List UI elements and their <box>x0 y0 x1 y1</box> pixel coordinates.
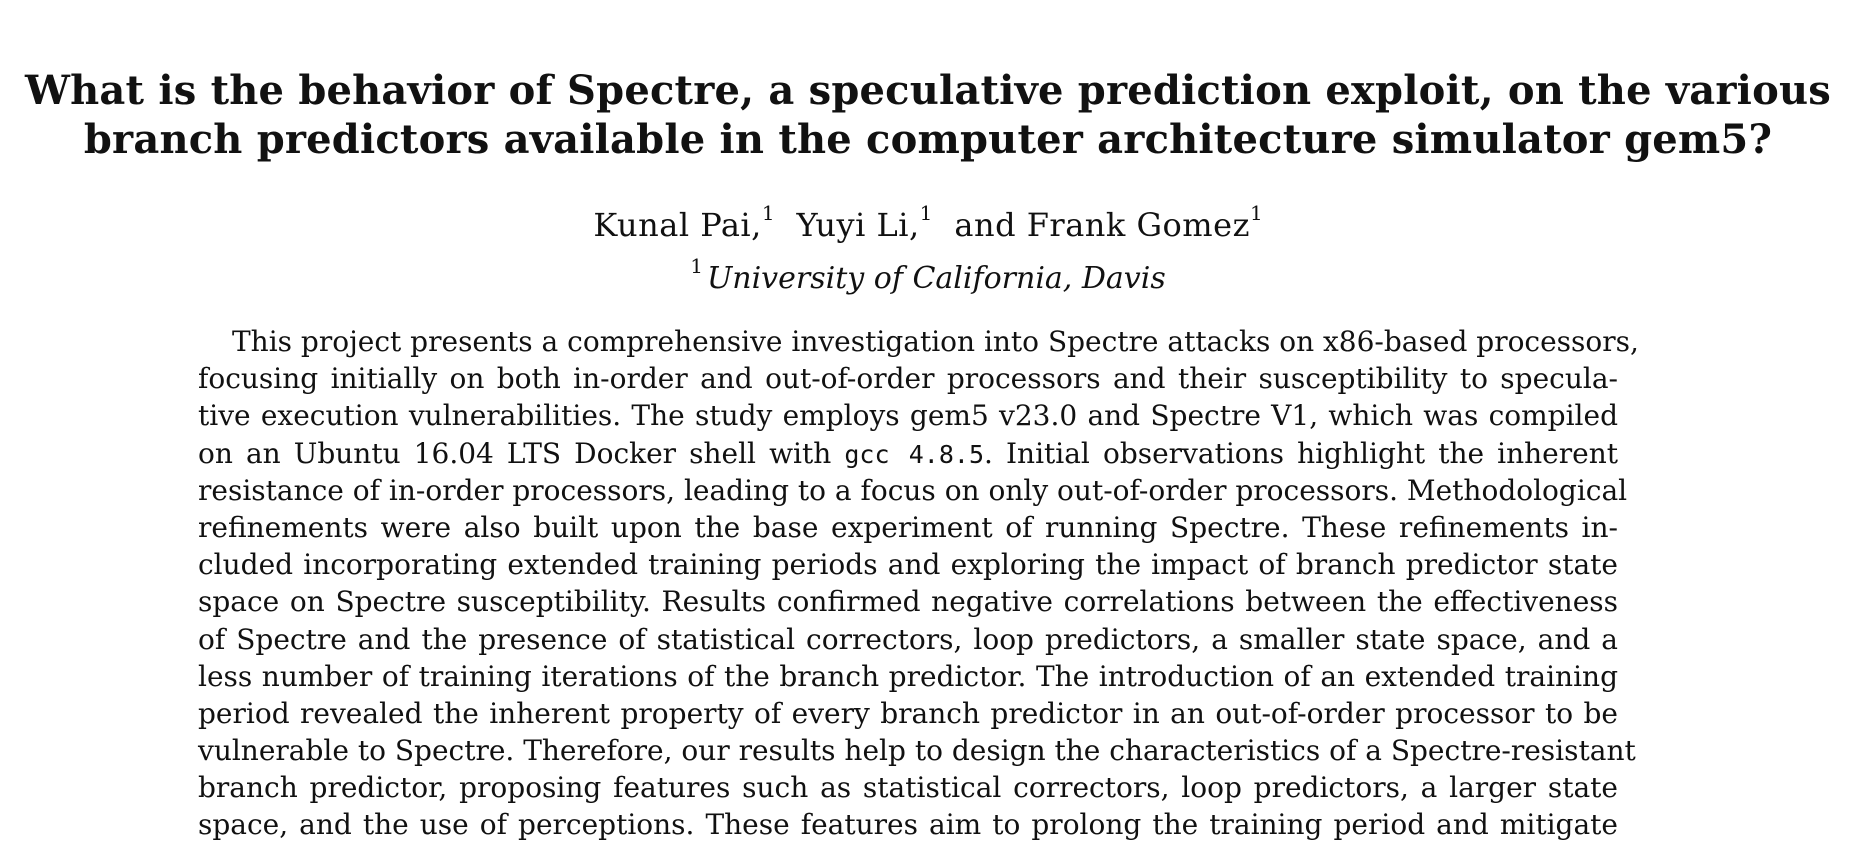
affiliation-name: University of California, Davis <box>706 261 1166 296</box>
affiliation-marker: 1 <box>761 201 775 226</box>
abstract-line-text: on an Ubuntu 16.04 LTS Docker shell with <box>198 436 832 470</box>
affiliation-marker: 1 <box>919 201 933 226</box>
abstract: This project presents a comprehensive in… <box>198 323 1639 844</box>
abstract-line: resistance of in-order processors, leadi… <box>198 473 1628 507</box>
author-name: Yuyi Li, <box>796 206 920 244</box>
abstract-line: less number of training iterations of th… <box>198 659 1618 693</box>
abstract-line: space, and the use of perceptions. These… <box>198 808 1618 842</box>
title-line-1: What is the behavior of Spectre, a specu… <box>25 67 1831 114</box>
title-line-2: branch predictors available in the compu… <box>83 116 1773 163</box>
abstract-line-text: . Initial observations highlight the inh… <box>984 436 1618 470</box>
affiliation: 1 University of California, Davis <box>0 256 1856 298</box>
abstract-line: of Spectre and the presence of statistic… <box>198 622 1618 656</box>
abstract-line: refinements were also built upon the bas… <box>198 510 1618 544</box>
abstract-line: on an Ubuntu 16.04 LTS Docker shell with… <box>198 435 1618 472</box>
paper-title: What is the behavior of Spectre, a specu… <box>0 66 1856 164</box>
author-name: Kunal Pai, <box>593 206 762 244</box>
inline-code: gcc 4.8.5 <box>844 439 985 469</box>
abstract-line: tive execution vulnerabilities. The stud… <box>198 399 1618 433</box>
abstract-line: This project presents a comprehensive in… <box>232 325 1639 358</box>
abstract-line: vulnerable to Spectre. Therefore, our re… <box>198 734 1636 768</box>
affiliation-marker: 1 <box>690 254 703 278</box>
abstract-line: period revealed the inherent property of… <box>198 696 1618 730</box>
abstract-line: branch predictor, proposing features suc… <box>198 771 1618 805</box>
author-list: Kunal Pai,1 Yuyi Li,1 and Frank Gomez1 <box>0 203 1856 245</box>
abstract-line: space on Spectre susceptibility. Results… <box>198 585 1618 619</box>
author-name: and Frank Gomez <box>954 206 1250 244</box>
abstract-line: focusing initially on both in-order and … <box>198 362 1618 396</box>
abstract-line: cluded incorporating extended training p… <box>198 548 1618 582</box>
affiliation-marker: 1 <box>1249 201 1263 226</box>
